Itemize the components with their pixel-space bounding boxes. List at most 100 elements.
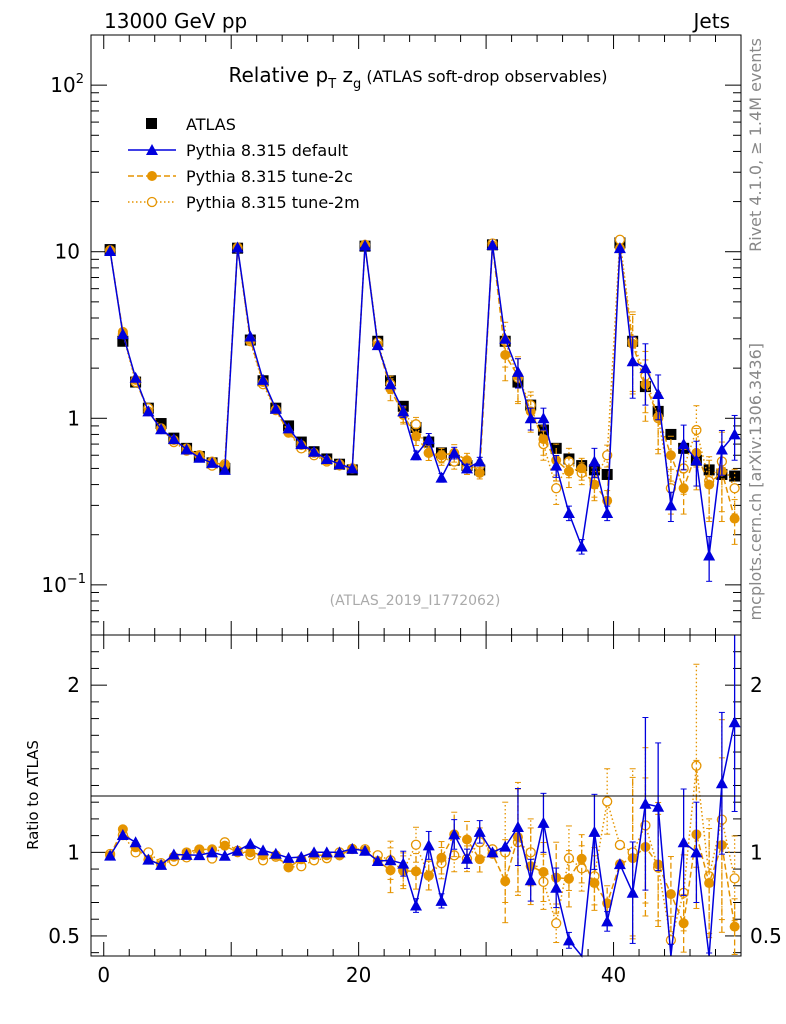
ratio-point-default (104, 849, 117, 861)
ratio-point-tune2c (245, 847, 256, 858)
point-tune2c (665, 450, 676, 461)
ratio-point-default (346, 842, 359, 854)
point-default (422, 433, 435, 445)
legend: ATLAS Pythia 8.315 default Pythia 8.315 … (128, 115, 360, 212)
point-default (460, 462, 473, 474)
point-default (142, 405, 155, 417)
legend-marker-atlas (146, 118, 157, 129)
series-tune2m (104, 234, 740, 519)
point-tune2c (500, 349, 511, 360)
ratio-point-tune2c (538, 867, 549, 878)
ratio-point-default (320, 846, 333, 858)
point-default (295, 438, 308, 450)
ratio-point-tune2m (602, 796, 613, 807)
y-tick-label: 102 (50, 72, 84, 97)
point-default (639, 362, 652, 374)
point-default (550, 459, 563, 471)
point-default (308, 445, 321, 457)
ratio-y-axis-label: Ratio to ATLAS (24, 740, 42, 850)
point-default (218, 463, 231, 475)
atlas-point (665, 428, 677, 440)
point-tune2c (474, 467, 485, 478)
ratio-point-default (410, 899, 422, 911)
point-default (384, 378, 397, 390)
ratio-point-default (269, 847, 282, 859)
point-default (448, 446, 461, 458)
point-default (613, 242, 626, 254)
ratio-point-tune2c (219, 840, 230, 851)
point-tune2c (538, 434, 549, 445)
atlas-point (601, 468, 613, 480)
x-tick-label: 20 (346, 963, 371, 987)
ratio-point-default (371, 854, 384, 866)
ratio-point-tune2c (474, 854, 485, 865)
ratio-point-tune2c (576, 853, 587, 864)
ratio-point-default (295, 850, 308, 862)
ratio-point-default (728, 716, 741, 728)
analysis-label: (ATLAS_2019_I1772062) (330, 593, 501, 609)
point-default (588, 455, 601, 467)
point-default (282, 422, 295, 434)
point-default (231, 241, 244, 253)
series-layer (104, 234, 741, 958)
point-default (703, 549, 716, 561)
ratio-point-tune2m (551, 918, 562, 929)
main-axis-ticks: 102 10 1 10−1 (41, 34, 741, 636)
ratio-point-default (537, 816, 550, 828)
point-default (562, 507, 575, 519)
point-default (371, 339, 384, 351)
point-default (410, 449, 422, 461)
point-tune2c (678, 483, 689, 494)
point-default (575, 540, 588, 552)
ratio-point-default (677, 836, 690, 848)
ratio-point-default (550, 881, 563, 893)
point-default (677, 438, 690, 450)
series-line-tune2c (109, 245, 736, 519)
point-default (180, 443, 193, 455)
point-default (346, 462, 359, 474)
ratio-line-default (109, 722, 736, 958)
point-tune2c (704, 479, 715, 490)
ratio-point-tune2c (436, 852, 447, 863)
ratio-point-default (499, 840, 512, 852)
site-label: mcplots.cern.ch [arXiv:1306.3436] (746, 343, 765, 620)
point-default (511, 365, 524, 377)
point-default (652, 387, 665, 399)
ratio-point-default (129, 836, 142, 848)
ratio-point-default (524, 874, 537, 886)
point-default (397, 405, 410, 417)
ratio-tick-label-right: 2 (750, 673, 763, 697)
ratio-point-default (613, 858, 626, 870)
ratio-point-default (193, 849, 206, 861)
ratio-point-tune2m (665, 934, 677, 946)
point-default (690, 454, 703, 466)
point-default (524, 412, 537, 424)
point-default (193, 451, 206, 463)
ratio-point-default (601, 915, 614, 927)
legend-marker-default (146, 144, 158, 155)
chart-title: Relative pT zg (ATLAS soft-drop observab… (228, 63, 607, 92)
ratio-point-tune2m (729, 873, 740, 884)
ratio-point-tune2c (665, 889, 676, 900)
ratio-point-tune2c (411, 866, 421, 877)
x-tick-label: 0 (97, 963, 110, 987)
legend-label-atlas: ATLAS (186, 115, 236, 134)
series-default (104, 238, 741, 582)
point-default (155, 423, 168, 435)
x-tick-label: 40 (601, 963, 626, 987)
point-default (206, 456, 219, 468)
ratio-point-default (511, 821, 524, 833)
ratio-tick-label-right: 1 (750, 840, 763, 864)
ratio-point-default (626, 886, 639, 898)
point-default (359, 239, 372, 251)
ratio-point-default (180, 848, 193, 860)
ratio-tick-label-right: 0.5 (750, 924, 782, 948)
ratio-point-default (384, 854, 397, 866)
ratio-point-tune2c (423, 870, 434, 881)
ratio-point-default (257, 844, 270, 856)
ratio-point-tune2c (563, 873, 574, 884)
point-default (104, 244, 117, 256)
ratio-point-default (244, 837, 257, 849)
ratio-point-default (206, 846, 219, 858)
